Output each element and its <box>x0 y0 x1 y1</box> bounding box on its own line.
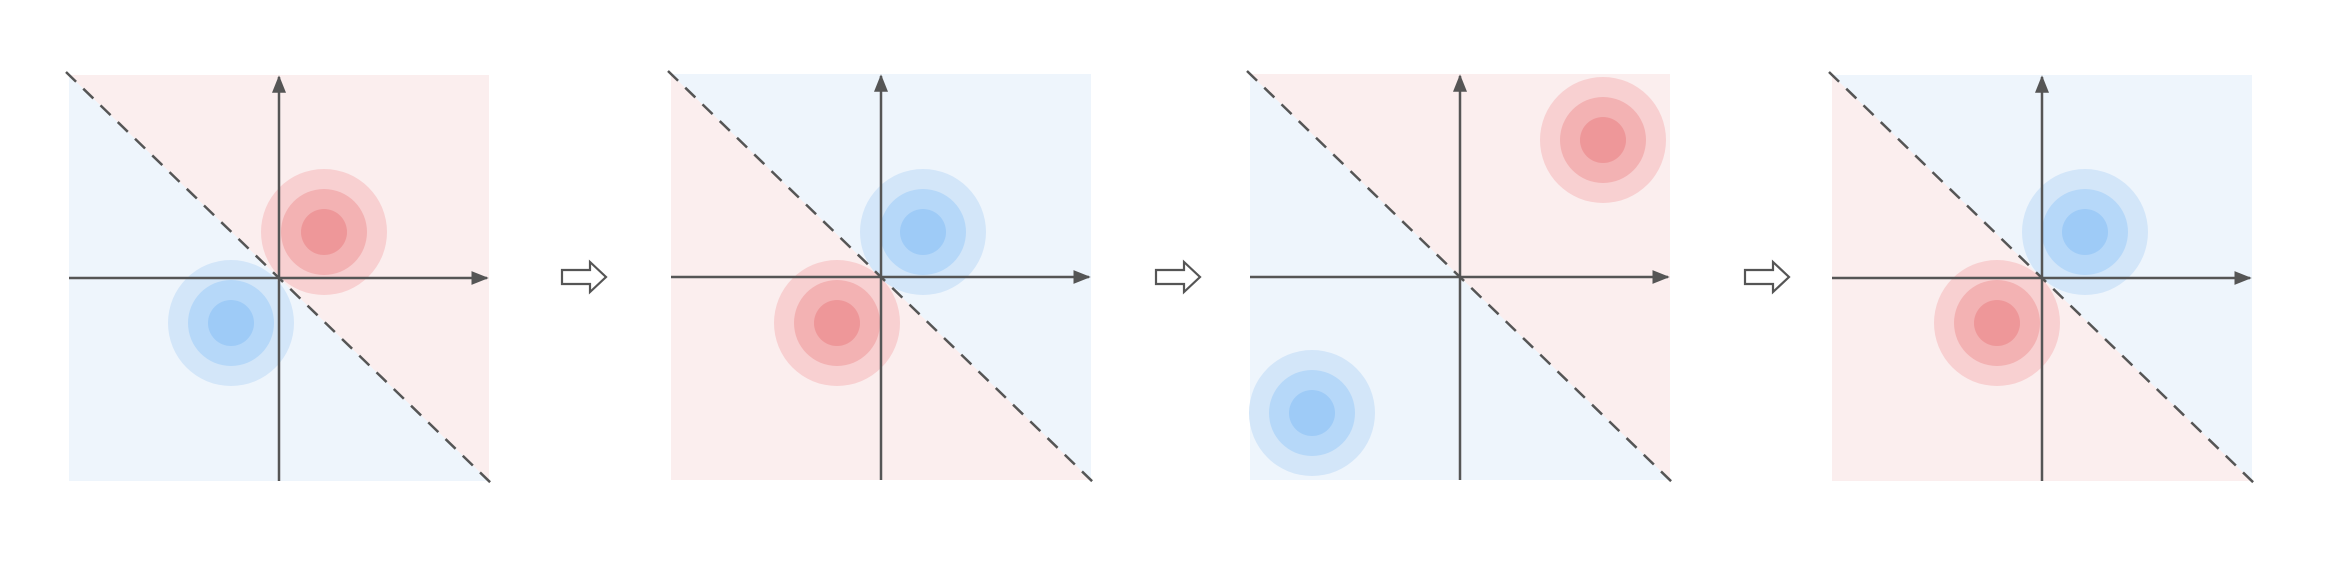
arrow <box>1743 260 1791 294</box>
arrow <box>1154 260 1202 294</box>
panel <box>1247 71 1674 484</box>
arrow <box>560 260 608 294</box>
red-blob <box>1540 77 1666 203</box>
panel <box>66 72 493 485</box>
panel <box>1829 72 2256 485</box>
blue-blob <box>1249 350 1375 476</box>
panel <box>668 71 1095 484</box>
